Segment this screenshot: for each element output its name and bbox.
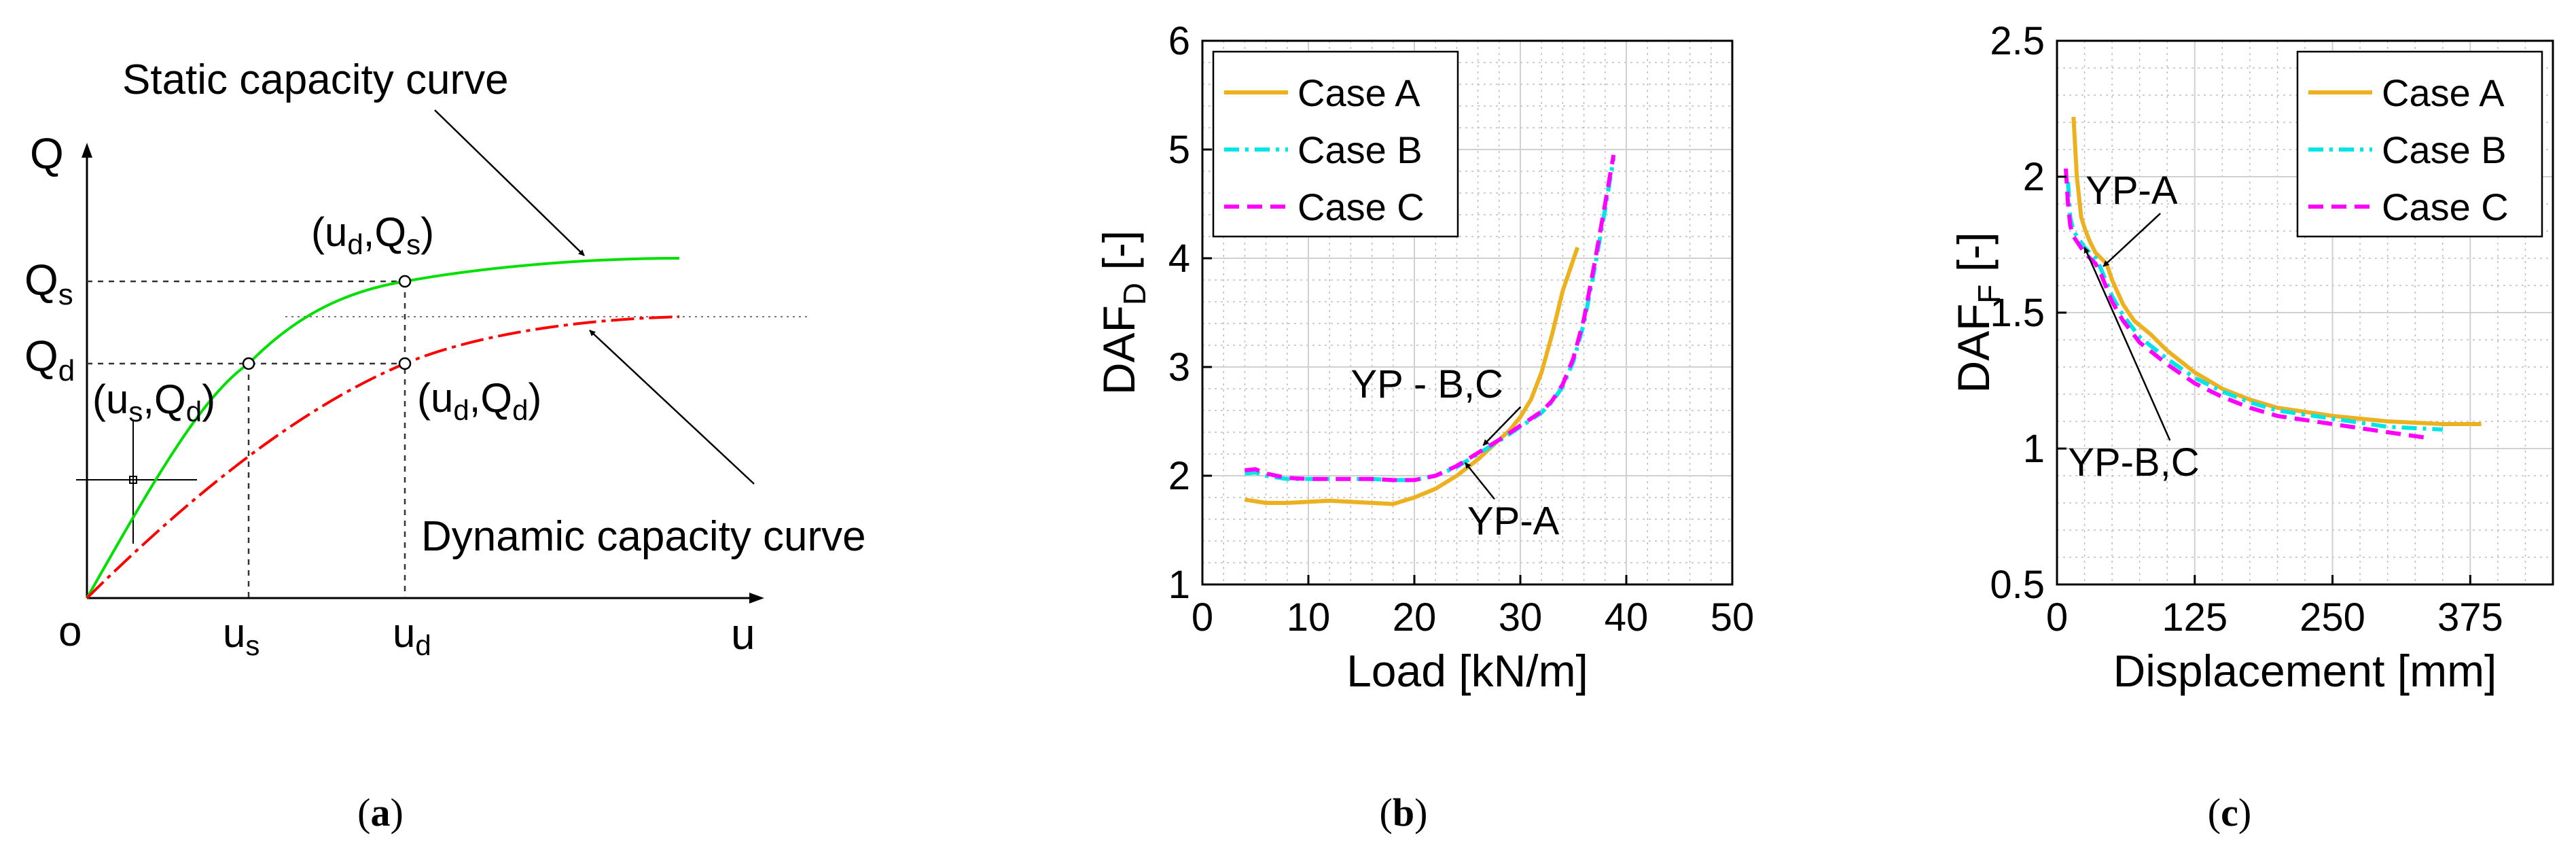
x-tick-label: 375	[2437, 595, 2503, 640]
annotation-arrow	[2083, 247, 2171, 441]
legend-label: Case A	[1298, 71, 1420, 114]
panel-a-x-arrow	[749, 593, 764, 604]
series-line-case-c	[2064, 168, 2427, 440]
label-dynamic-capacity-curve: Dynamic capacity curve	[421, 513, 866, 560]
dynamic-callout-arrow	[589, 330, 755, 485]
annotation-text: YP - B,C	[1350, 362, 1503, 406]
y-tick-label: 5	[1168, 128, 1190, 172]
point-ud-Qd-marker	[398, 357, 412, 370]
legend-label: Case C	[1298, 186, 1425, 228]
crosshair-marker	[129, 476, 137, 484]
y-tick-label: 3	[1168, 345, 1190, 389]
x-axis-label: Load [kN/m]	[1346, 646, 1588, 696]
tick-label-ud: ud	[393, 610, 431, 661]
y-axis-label: DAFD [-]	[1094, 230, 1152, 395]
y-axis-label: DAFF [-]	[1948, 232, 2007, 393]
y-tick-label: 2	[1168, 454, 1190, 498]
tick-label-us: us	[223, 610, 260, 661]
x-tick-label: 50	[1711, 595, 1755, 640]
y-tick-label: 1	[1168, 563, 1190, 607]
static-capacity-curve	[86, 257, 680, 599]
annotation-text: YP-A	[2086, 169, 2178, 213]
caption-c: (c)	[2208, 790, 2251, 835]
legend-label: Case B	[2382, 128, 2507, 171]
series-line-case-c	[1245, 154, 1616, 483]
y-tick-label: 1.5	[1990, 291, 2045, 335]
panel-c-chart: 0 125 250 375 0.5 1 1.5 2 2.5 YP-A YP-B,C Case A C…	[1948, 19, 2554, 696]
x-tick-label: 0	[1192, 595, 1213, 640]
x-tick-label: 250	[2300, 595, 2365, 640]
legend-label: Case B	[1298, 128, 1423, 171]
annotation-text: YP-B,C	[2068, 440, 2199, 485]
panel-a-y-arrow	[82, 143, 92, 158]
legend-label: Case A	[2382, 71, 2505, 114]
point-ud-Qs-marker	[398, 275, 412, 288]
annotation-arrow	[1464, 462, 1495, 500]
x-tick-label: 30	[1499, 595, 1543, 640]
point-label-ud-Qd: (ud,Qd)	[417, 375, 541, 426]
y-tick-label: 6	[1168, 19, 1190, 63]
y-tick-label: 2.5	[1990, 19, 2045, 63]
x-axis-label: Displacement [mm]	[2113, 646, 2497, 696]
y-tick-label: 1	[2023, 427, 2045, 471]
point-label-ud-Qs: (ud,Qs)	[311, 209, 434, 260]
panel-b-chart: 0 10 20 30 40 50 1 2 3 4 5 6 YP - B,C YP-A Case A Cas…	[1094, 19, 1754, 696]
caption-a: (a)	[357, 790, 404, 835]
caption-b: (b)	[1380, 790, 1428, 835]
annotation-text: YP-A	[1467, 499, 1560, 543]
tick-label-Qs: Qs	[24, 256, 73, 311]
label-static-capacity-curve: Static capacity curve	[122, 56, 509, 103]
x-tick-label: 40	[1605, 595, 1649, 640]
tick-label-Qd: Qd	[24, 332, 75, 387]
series-line-case-a	[1244, 247, 1580, 506]
x-tick-label: 125	[2162, 595, 2228, 640]
series-line-case-a	[2071, 116, 2482, 426]
panel-b-axes-frame	[1201, 39, 1734, 586]
y-tick-label: 0.5	[1990, 563, 2045, 607]
static-callout-arrow	[434, 109, 585, 256]
legend-label: Case C	[2382, 186, 2509, 228]
annotation-arrow	[2103, 213, 2162, 267]
axis-label-Q: Q	[30, 129, 64, 178]
origin-label: o	[58, 608, 82, 655]
x-tick-label: 0	[2046, 595, 2068, 640]
x-tick-label: 20	[1393, 595, 1437, 640]
panel-a: Static capacity curve Dynamic capacity c…	[24, 56, 866, 835]
annotation-arrow	[1482, 406, 1522, 447]
y-tick-label: 4	[1168, 237, 1190, 281]
x-tick-label: 10	[1287, 595, 1331, 640]
point-label-us-Qd: (us,Qd)	[92, 377, 215, 427]
axis-label-u: u	[731, 610, 755, 659]
dynamic-capacity-curve	[86, 315, 680, 599]
y-tick-label: 2	[2023, 155, 2045, 199]
point-us-Qd-marker	[242, 357, 255, 370]
